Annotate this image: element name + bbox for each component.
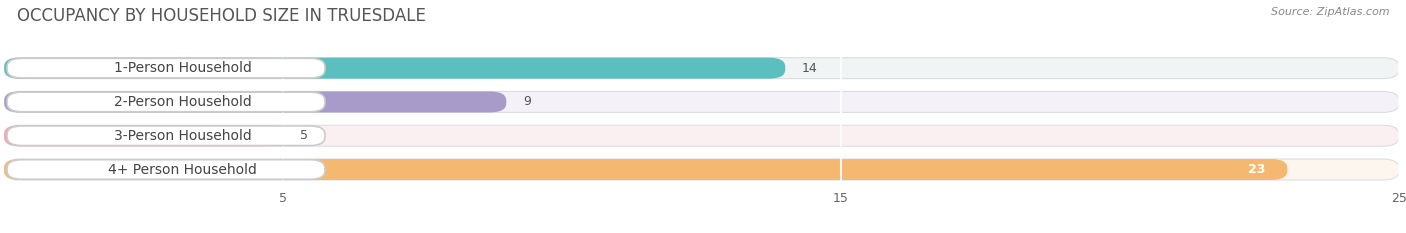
FancyBboxPatch shape	[4, 58, 1399, 79]
Text: 1-Person Household: 1-Person Household	[114, 61, 252, 75]
FancyBboxPatch shape	[7, 126, 325, 146]
FancyBboxPatch shape	[4, 159, 1288, 180]
FancyBboxPatch shape	[4, 92, 1399, 112]
Text: Source: ZipAtlas.com: Source: ZipAtlas.com	[1271, 7, 1389, 17]
Text: 3-Person Household: 3-Person Household	[114, 129, 252, 143]
Text: 2-Person Household: 2-Person Household	[114, 95, 252, 109]
FancyBboxPatch shape	[4, 58, 786, 79]
FancyBboxPatch shape	[4, 159, 1399, 180]
Text: 4+ Person Household: 4+ Person Household	[108, 162, 257, 177]
FancyBboxPatch shape	[7, 160, 325, 179]
Text: OCCUPANCY BY HOUSEHOLD SIZE IN TRUESDALE: OCCUPANCY BY HOUSEHOLD SIZE IN TRUESDALE	[17, 7, 426, 25]
Text: 9: 9	[523, 96, 531, 108]
Text: 14: 14	[801, 62, 818, 75]
FancyBboxPatch shape	[4, 92, 506, 112]
FancyBboxPatch shape	[7, 92, 325, 112]
Text: 23: 23	[1247, 163, 1265, 176]
FancyBboxPatch shape	[4, 125, 283, 146]
FancyBboxPatch shape	[7, 58, 325, 78]
FancyBboxPatch shape	[4, 125, 1399, 146]
Text: 5: 5	[299, 129, 308, 142]
